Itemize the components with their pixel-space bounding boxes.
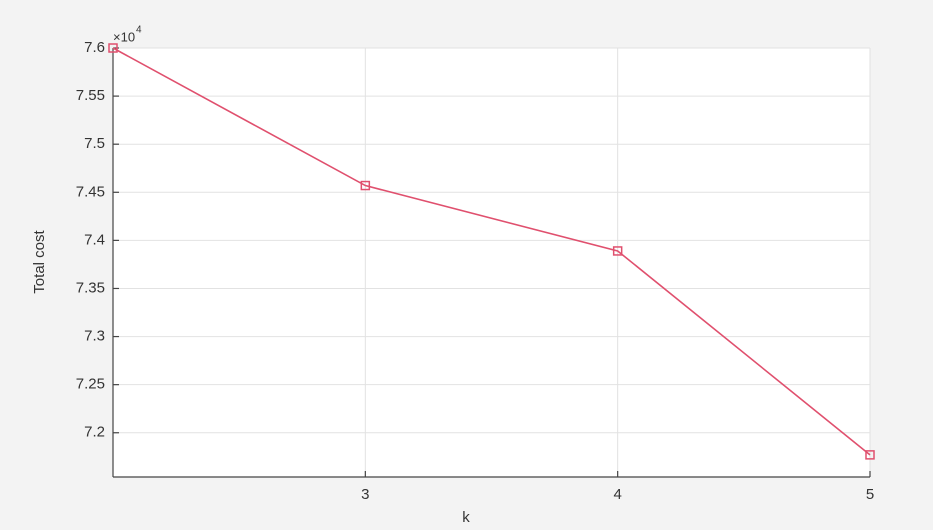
y-tick-label: 7.3: [84, 328, 105, 345]
y-tick-label: 7.6: [84, 39, 105, 56]
x-tick-label: 3: [361, 486, 369, 503]
chart: k Total cost ×10 4 7.2 7.25 7.3 7.35 7.4 7.45…: [0, 0, 933, 530]
y-tick-label: 7.5: [84, 135, 105, 152]
x-tick-label: 5: [866, 486, 874, 503]
y-multiplier: ×10: [113, 29, 135, 44]
y-tick-label: 7.2: [84, 424, 105, 441]
plot-area: [113, 48, 870, 477]
x-tick-label: 4: [613, 486, 621, 503]
y-axis-label: Total cost: [31, 229, 48, 293]
y-tick-label: 7.25: [76, 376, 105, 393]
y-tick-label: 7.35: [76, 279, 105, 296]
y-tick-label: 7.4: [84, 231, 105, 248]
y-tick-label: 7.45: [76, 183, 105, 200]
y-multiplier-exponent: 4: [136, 25, 142, 36]
y-tick-label: 7.55: [76, 87, 105, 104]
x-axis-label: k: [462, 509, 470, 526]
